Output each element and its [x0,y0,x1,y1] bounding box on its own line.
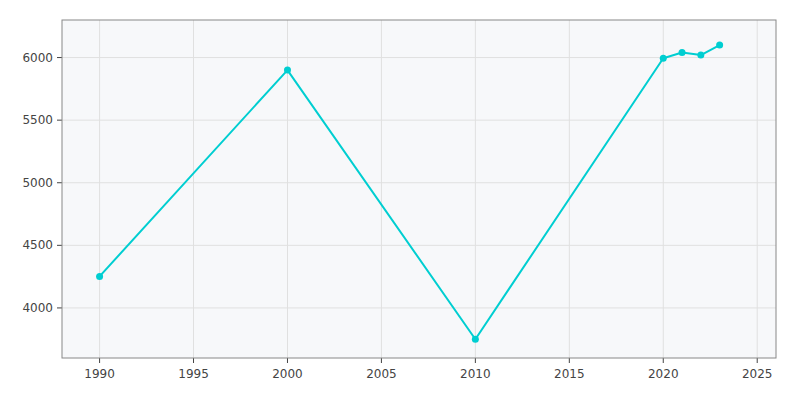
y-tick [57,120,62,121]
x-tick [663,358,664,363]
x-tick-label: 1990 [84,367,115,381]
x-grid-line [381,20,382,358]
x-grid-line [569,20,570,358]
x-tick-label: 2000 [272,367,303,381]
y-grid-line [62,245,776,246]
x-grid-line [475,20,476,358]
plot-area [62,20,776,358]
series [96,42,723,343]
point [96,273,103,280]
x-tick [99,358,100,363]
point [679,49,686,56]
y-tick [57,57,62,58]
x-tick-label: 1995 [178,367,209,381]
point [660,55,667,62]
y-tick-label: 4000 [22,301,53,315]
x-grid-line [99,20,100,358]
x-tick-label: 2005 [366,367,397,381]
y-tick [57,307,62,308]
plot-frame [62,20,776,358]
y-grid-line [62,307,776,308]
x-tick-label: 2025 [742,367,773,381]
y-grid-line [62,120,776,121]
axes: 1990 1995 2000 2005 2010 2015 2020 2025 4000 4500… [22,51,772,381]
point [472,336,479,343]
point [284,67,291,74]
y-tick [57,182,62,183]
page: {"chart_data": {"type": "line", "x": [19… [0,0,800,400]
chart-container: 1990 1995 2000 2005 2010 2015 2020 2025 4000 4500… [0,0,800,400]
y-tick-label: 4500 [22,238,53,252]
x-tick [569,358,570,363]
x-grid-line [193,20,194,358]
point [697,52,704,59]
x-tick [287,358,288,363]
y-tick-label: 5000 [22,176,53,190]
x-grid-line [757,20,758,358]
grid [62,20,776,358]
x-grid-line [663,20,664,358]
y-tick-label: 6000 [22,51,53,65]
line [100,45,720,339]
x-tick-label: 2020 [648,367,679,381]
point [716,42,723,49]
y-tick [57,245,62,246]
x-tick [193,358,194,363]
y-grid-line [62,182,776,183]
x-tick [381,358,382,363]
x-tick-label: 2010 [460,367,491,381]
x-tick-label: 2015 [554,367,585,381]
x-tick [757,358,758,363]
y-tick-label: 5500 [22,113,53,127]
chart: 1990 1995 2000 2005 2010 2015 2020 2025 4000 4500… [0,0,800,400]
x-tick [475,358,476,363]
